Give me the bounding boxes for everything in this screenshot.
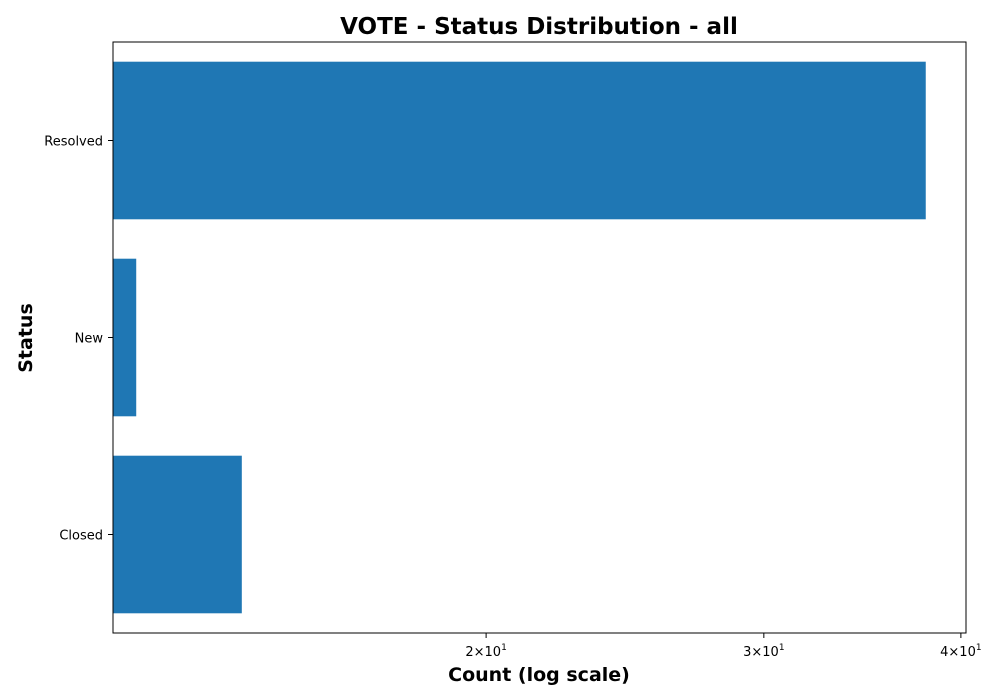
x-tick-label-30: 3×101: [743, 643, 784, 660]
bar-closed: [113, 455, 242, 614]
y-tick-label-new: New: [75, 332, 104, 347]
x-tick-label-40: 4×101: [940, 643, 981, 660]
x-tick-label-20: 2×101: [465, 643, 506, 660]
chart-title: VOTE - Status Distribution - all: [340, 14, 738, 40]
y-tick-label-closed: Closed: [59, 529, 103, 544]
y-tick-label-resolved: Resolved: [44, 135, 103, 150]
y-axis-label: Status: [15, 303, 37, 373]
x-axis-ticks: 2×101 3×101 4×101: [465, 633, 982, 660]
bars-layer: [113, 61, 926, 614]
bar-resolved: [113, 61, 926, 220]
y-axis-ticks: Resolved New Closed: [44, 135, 113, 544]
bar-new: [113, 258, 137, 417]
x-axis-label: Count (log scale): [448, 664, 630, 686]
